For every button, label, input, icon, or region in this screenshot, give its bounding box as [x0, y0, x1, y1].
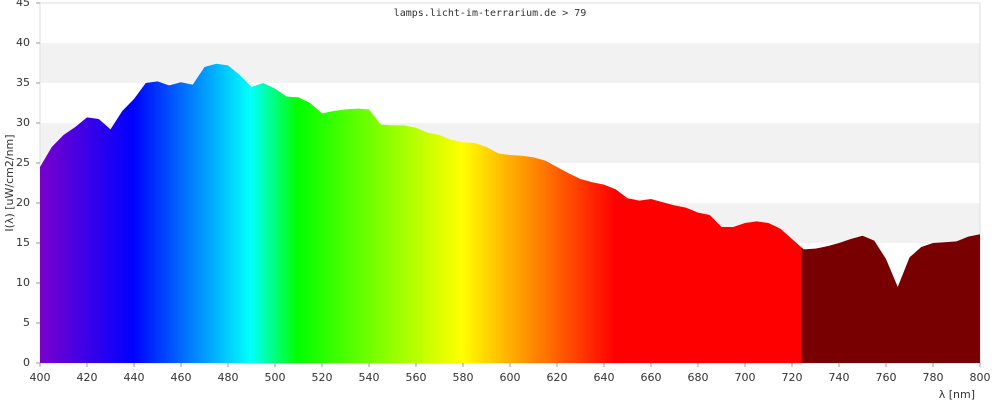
x-tick-label: 720: [782, 371, 803, 384]
y-tick-label: 15: [16, 236, 30, 249]
x-tick-label: 540: [359, 371, 380, 384]
x-tick-label: 500: [265, 371, 286, 384]
x-tick-label: 740: [829, 371, 850, 384]
x-tick-label: 560: [406, 371, 427, 384]
x-tick-label: 580: [453, 371, 474, 384]
x-axis-label: λ [nm]: [939, 388, 975, 400]
x-tick-label: 660: [641, 371, 662, 384]
x-tick-label: 480: [218, 371, 239, 384]
y-tick-label: 5: [23, 316, 30, 329]
y-tick-label: 25: [16, 156, 30, 169]
y-axis-label: I(λ) [uW/cm2/nm]: [3, 134, 16, 231]
y-tick-label: 35: [16, 76, 30, 89]
x-tick-label: 780: [923, 371, 944, 384]
x-tick-label: 800: [970, 371, 991, 384]
x-tick-label: 400: [30, 371, 51, 384]
y-tick-label: 30: [16, 116, 30, 129]
x-tick-label: 620: [547, 371, 568, 384]
x-tick-label: 460: [171, 371, 192, 384]
x-tick-label: 520: [312, 371, 333, 384]
x-tick-label: 700: [735, 371, 756, 384]
x-tick-label: 760: [876, 371, 897, 384]
y-tick-label: 0: [23, 356, 30, 369]
grid-band: [40, 43, 980, 83]
x-tick-label: 440: [124, 371, 145, 384]
spectrum-area: [40, 63, 980, 364]
y-tick-label: 40: [16, 36, 30, 49]
x-tick-label: 420: [77, 371, 98, 384]
x-tick-label: 600: [500, 371, 521, 384]
x-tick-label: 680: [688, 371, 709, 384]
chart-title: lamps.licht-im-terrarium.de > 79: [394, 8, 587, 19]
y-tick-label: 10: [16, 276, 30, 289]
y-tick-label: 20: [16, 196, 30, 209]
y-tick-label: 45: [16, 0, 30, 9]
x-tick-label: 640: [594, 371, 615, 384]
